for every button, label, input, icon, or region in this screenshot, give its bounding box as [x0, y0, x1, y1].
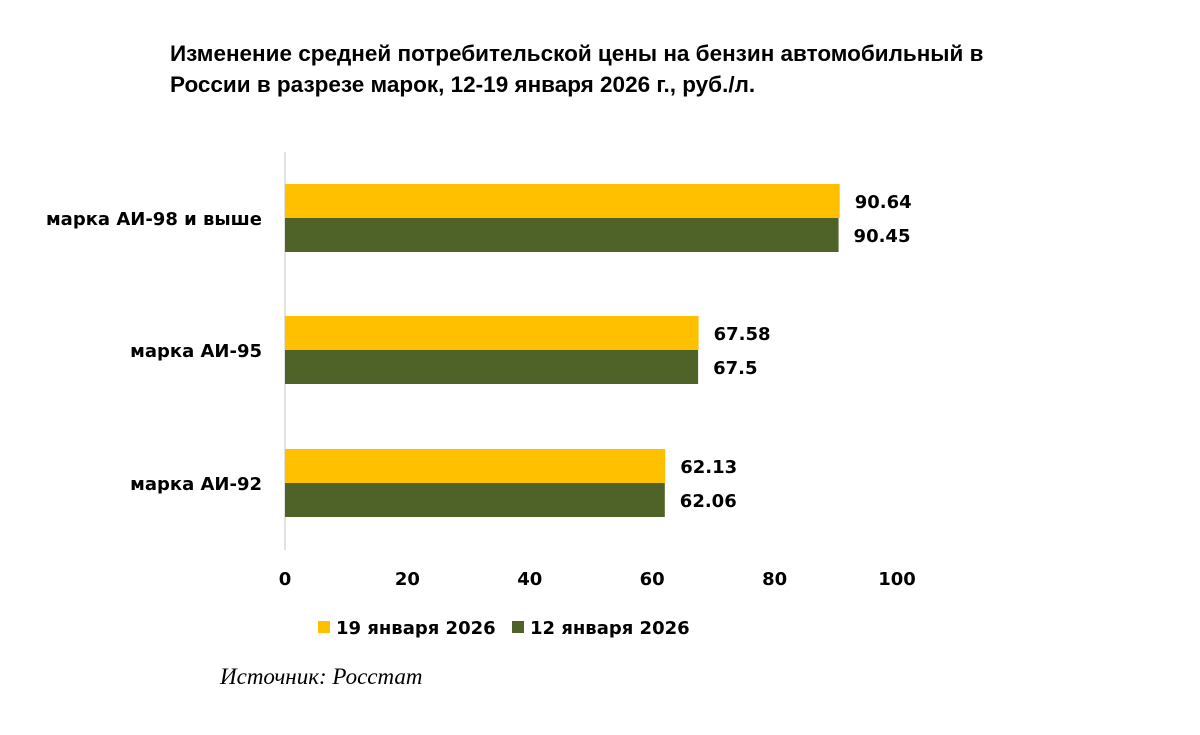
bar-jan19-0: [285, 184, 840, 218]
data-label: 62.13: [680, 457, 737, 478]
legend-swatch-jan12: [512, 621, 524, 633]
bar-jan19-1: [285, 316, 699, 350]
bar-jan12-2: [285, 483, 665, 517]
x-tick-label: 100: [878, 569, 916, 590]
category-label: марка АИ-98 и выше: [46, 209, 262, 230]
x-tick-label: 40: [517, 569, 542, 590]
data-label: 90.64: [855, 192, 912, 213]
category-label: марка АИ-95: [130, 341, 262, 362]
legend-label-jan19: 19 января 2026: [336, 618, 496, 639]
legend-label-jan12: 12 января 2026: [530, 618, 690, 639]
bar-jan19-2: [285, 449, 666, 483]
legend-swatch-jan19: [318, 621, 330, 633]
data-label: 67.5: [713, 358, 757, 379]
x-tick-label: 0: [279, 569, 292, 590]
data-label: 90.45: [854, 226, 911, 247]
chart-title: Изменение средней потребительской цены н…: [170, 38, 1130, 100]
x-tick-label: 60: [640, 569, 665, 590]
source-note: Источник: Росстат: [220, 664, 423, 689]
data-label: 62.06: [680, 491, 737, 512]
bar-jan12-0: [285, 218, 839, 252]
x-tick-label: 20: [395, 569, 420, 590]
x-tick-label: 80: [762, 569, 787, 590]
bar-jan12-1: [285, 350, 699, 384]
data-label: 67.58: [714, 324, 771, 345]
category-label: марка АИ-92: [130, 474, 262, 495]
chart-title-line-2: России в разрезе марок, 12-19 января 202…: [170, 72, 756, 97]
chart-title-line-1: Изменение средней потребительской цены н…: [170, 41, 984, 66]
